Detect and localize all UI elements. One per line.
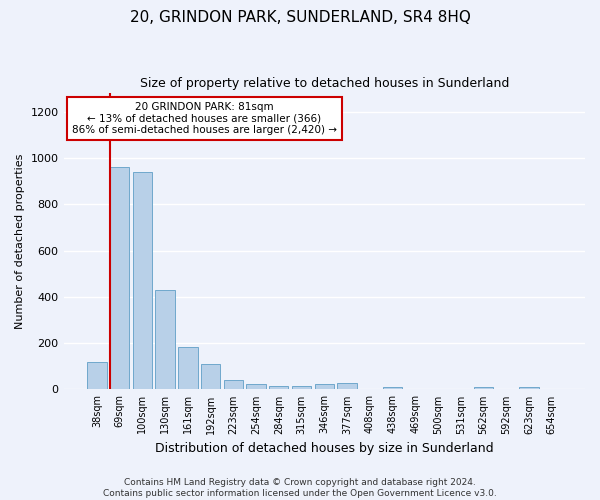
Bar xyxy=(155,290,175,390)
Y-axis label: Number of detached properties: Number of detached properties xyxy=(15,154,25,329)
Text: Contains HM Land Registry data © Crown copyright and database right 2024.
Contai: Contains HM Land Registry data © Crown c… xyxy=(103,478,497,498)
Bar xyxy=(519,386,539,390)
Bar xyxy=(269,386,289,390)
Bar xyxy=(110,167,130,390)
Text: 20, GRINDON PARK, SUNDERLAND, SR4 8HQ: 20, GRINDON PARK, SUNDERLAND, SR4 8HQ xyxy=(130,10,470,25)
Bar xyxy=(383,386,402,390)
Bar xyxy=(178,348,197,390)
Title: Size of property relative to detached houses in Sunderland: Size of property relative to detached ho… xyxy=(140,78,509,90)
Bar xyxy=(87,362,107,390)
Bar xyxy=(247,384,266,390)
Bar xyxy=(201,364,220,390)
Bar xyxy=(337,384,356,390)
Bar xyxy=(474,386,493,390)
Bar xyxy=(133,172,152,390)
X-axis label: Distribution of detached houses by size in Sunderland: Distribution of detached houses by size … xyxy=(155,442,494,455)
Bar xyxy=(292,386,311,390)
Bar xyxy=(224,380,243,390)
Bar xyxy=(314,384,334,390)
Text: 20 GRINDON PARK: 81sqm
← 13% of detached houses are smaller (366)
86% of semi-de: 20 GRINDON PARK: 81sqm ← 13% of detached… xyxy=(72,102,337,135)
